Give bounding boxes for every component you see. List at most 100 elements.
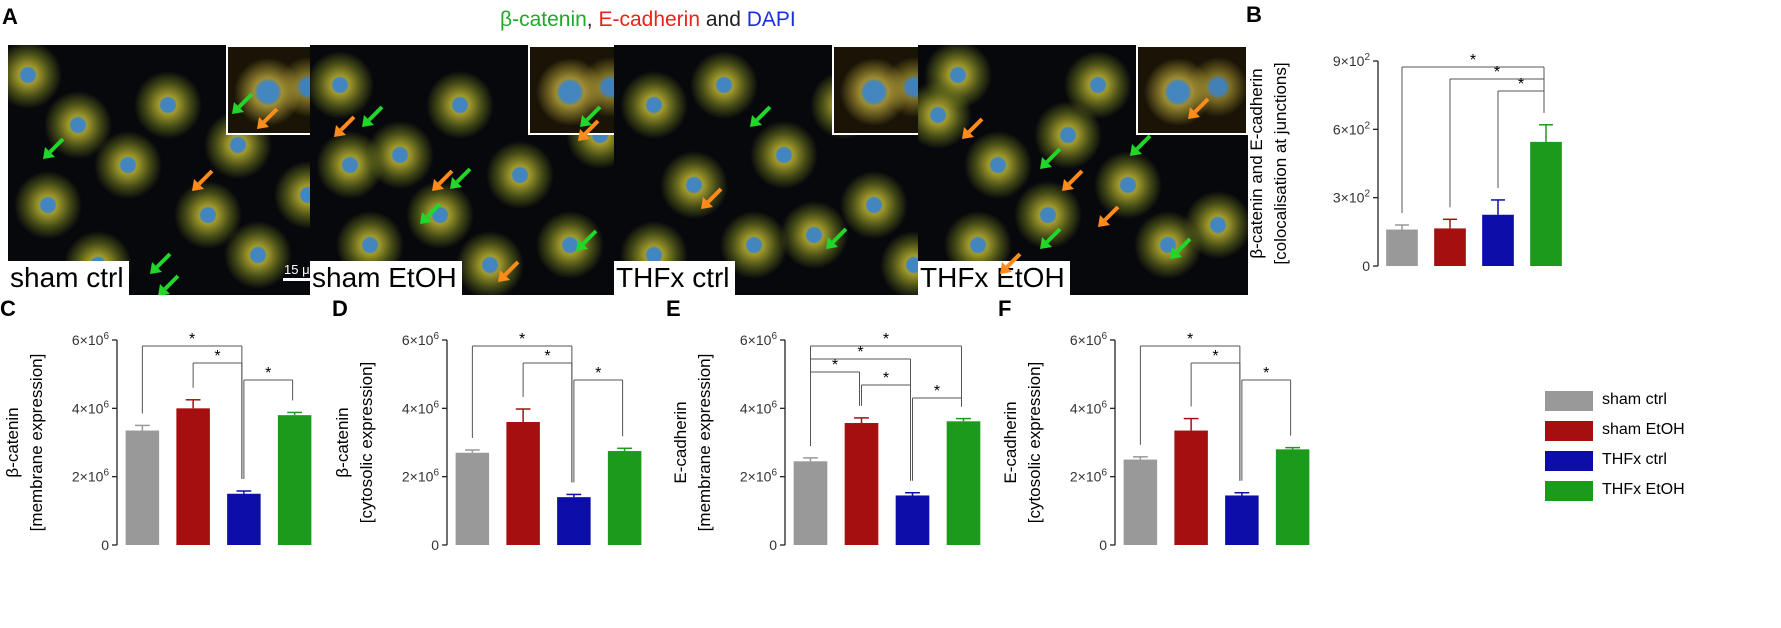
micro-title-part: DAPI	[746, 8, 796, 31]
micro-title-part: E-cadherin	[598, 8, 701, 31]
micrograph-label: sham ctrl	[8, 261, 129, 295]
chart-panel-d: D 0 2×106 4×106 6×106 β-catenin [cytosolic exp…	[332, 296, 642, 553]
significance-star: *	[214, 348, 220, 365]
micrograph-thfx-ctrl: THFx ctrl	[614, 45, 944, 295]
panel-letter: D	[332, 296, 348, 321]
y-tick-label: 9×102	[1333, 52, 1371, 69]
y-axis-title: E-cadherin	[671, 401, 690, 483]
beta-catenin-arrow-icon	[1130, 134, 1152, 156]
micrograph-label: sham EtOH	[310, 261, 462, 295]
zoom-inset	[1136, 45, 1248, 135]
y-tick-label: 0	[769, 537, 777, 553]
bar	[1386, 229, 1418, 266]
y-tick-label: 0	[101, 537, 109, 553]
bar	[277, 415, 312, 545]
micrograph-title: β-catenin, E-cadherin and DAPI	[500, 8, 796, 32]
beta-catenin-arrow-icon	[750, 105, 772, 127]
e-cadherin-arrow-icon	[578, 119, 600, 141]
beta-catenin-arrow-icon	[362, 105, 384, 127]
panel-letter: C	[0, 296, 16, 321]
y-tick-label: 0	[1099, 537, 1107, 553]
micro-title-part: and	[700, 8, 747, 31]
y-axis-subtitle: [membrane expression]	[695, 354, 714, 532]
bar	[607, 451, 642, 545]
y-axis-subtitle: [membrane expression]	[27, 354, 46, 532]
chart-panel-f: F 0 2×106 4×106 6×106 E-cadherin [cytosolic ex…	[998, 296, 1310, 553]
bar	[844, 423, 879, 545]
y-axis-title: β-catenin	[333, 407, 352, 477]
chart-panel-c: C 0 2×106 4×106 6×106 β-catenin [membrane expr…	[0, 296, 312, 553]
y-tick-label: 0	[431, 537, 439, 553]
e-cadherin-arrow-icon	[1062, 169, 1084, 191]
beta-catenin-arrow-icon	[1040, 227, 1062, 249]
y-axis-subtitle: [colocalisation at junctions]	[1271, 62, 1290, 264]
y-tick-label: 3×102	[1333, 189, 1371, 206]
significance-star: *	[832, 357, 838, 374]
bar	[1530, 141, 1562, 266]
significance-star: *	[519, 331, 525, 348]
bar	[176, 408, 210, 545]
significance-star: *	[1212, 348, 1218, 365]
y-tick-label: 2×106	[1070, 468, 1108, 485]
chart-panel-e: E 0 2×106 4×106 6×106 E-cadherin [membrane exp…	[666, 296, 981, 553]
scale-bar	[283, 278, 327, 281]
beta-catenin-arrow-icon	[150, 252, 172, 274]
significance-star: *	[1187, 331, 1193, 348]
beta-catenin-arrow-icon	[420, 202, 442, 224]
bar	[1174, 430, 1208, 545]
micrograph-label: THFx EtOH	[918, 261, 1070, 295]
y-axis-subtitle: [cytosolic expression]	[1025, 362, 1044, 524]
beta-catenin-arrow-icon	[450, 167, 472, 189]
e-cadherin-arrow-icon	[1188, 97, 1210, 119]
legend-label: THFx EtOH	[1602, 481, 1685, 498]
bar	[1482, 214, 1514, 266]
y-tick-label: 6×106	[72, 331, 110, 348]
y-tick-label: 2×106	[402, 468, 440, 485]
bar	[506, 422, 540, 545]
beta-catenin-arrow-icon	[580, 105, 602, 127]
significance-star: *	[189, 331, 195, 348]
y-tick-label: 4×106	[740, 399, 778, 416]
micrograph-sham-ctrl: 15 μm sham ctrl	[8, 45, 338, 295]
y-tick-label: 6×106	[740, 331, 778, 348]
y-tick-label: 2×106	[72, 468, 110, 485]
y-tick-label: 2×106	[740, 468, 778, 485]
bar	[895, 495, 930, 545]
significance-star: *	[883, 370, 889, 387]
e-cadherin-arrow-icon	[1000, 252, 1022, 274]
e-cadherin-arrow-icon	[498, 260, 520, 282]
panel-letter: F	[998, 296, 1011, 321]
beta-catenin-arrow-icon	[1170, 237, 1192, 259]
e-cadherin-arrow-icon	[1098, 205, 1120, 227]
bar	[946, 421, 981, 545]
y-tick-label: 4×106	[402, 399, 440, 416]
beta-catenin-arrow-icon	[576, 229, 598, 251]
y-axis-title: β-catenin and E-cadherin	[1247, 68, 1266, 258]
chart-panel-b: B 0 3×102 6×102 9×102 β-catenin and E-cadheri…	[1246, 2, 1562, 274]
significance-star: *	[857, 344, 863, 361]
bar	[1225, 495, 1259, 545]
bar	[455, 452, 490, 545]
significance-star: *	[544, 348, 550, 365]
panel-letter-a: A	[2, 4, 18, 29]
e-cadherin-arrow-icon	[701, 187, 723, 209]
bar	[227, 493, 261, 545]
significance-star: *	[1470, 52, 1476, 69]
beta-catenin-arrow-icon	[43, 137, 65, 159]
significance-star: *	[883, 331, 889, 348]
y-tick-label: 0	[1362, 258, 1370, 274]
legend-swatch	[1545, 391, 1593, 411]
legend-label: sham EtOH	[1602, 421, 1685, 438]
y-axis-title: β-catenin	[3, 407, 22, 477]
e-cadherin-arrow-icon	[257, 107, 279, 129]
bar	[557, 497, 591, 545]
y-axis-title: E-cadherin	[1001, 401, 1020, 483]
panel-letter: E	[666, 296, 681, 321]
significance-star: *	[934, 383, 940, 400]
significance-star: *	[1263, 365, 1269, 382]
significance-star: *	[1518, 76, 1524, 93]
legend-swatch	[1545, 481, 1593, 501]
micrograph-thfx-etoh: THFx EtOH	[918, 45, 1248, 295]
y-tick-label: 6×102	[1333, 120, 1371, 137]
bar	[1123, 459, 1158, 545]
